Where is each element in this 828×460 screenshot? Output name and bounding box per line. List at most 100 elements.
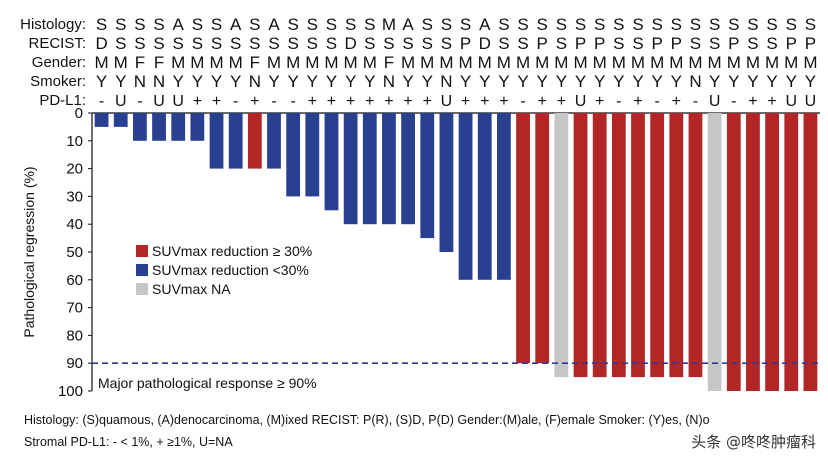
gender-cell: M: [190, 53, 204, 72]
pdl1-cell: +: [461, 93, 470, 110]
pdl1-cell: U: [805, 93, 817, 110]
bar-low: [267, 113, 281, 169]
histology-cell: S: [575, 15, 586, 34]
histology-cell: A: [268, 15, 280, 34]
recist-cell: S: [556, 34, 567, 53]
recist-cell: S: [364, 34, 375, 53]
legend-label-na: SUVmax NA: [152, 281, 231, 297]
smoker-cell: Y: [498, 72, 509, 91]
recist-cell: S: [134, 34, 145, 53]
y-tick-label: 80: [66, 327, 83, 344]
recist-cell: P: [786, 34, 797, 53]
recist-cell: S: [115, 34, 126, 53]
smoker-cell: Y: [517, 72, 528, 91]
legend-label-low: SUVmax reduction <30%: [152, 262, 309, 278]
recist-cell: P: [594, 34, 605, 53]
recist-cell: S: [613, 34, 624, 53]
gender-cell: M: [439, 53, 453, 72]
row-label-smoker: Smoker:: [30, 73, 86, 90]
recist-cell: S: [709, 34, 720, 53]
histology-cell: S: [517, 15, 528, 34]
y-tick-label: 10: [66, 133, 83, 150]
histology-cell: S: [747, 15, 758, 34]
pdl1-cell: -: [520, 93, 525, 110]
smoker-cell: Y: [613, 72, 624, 91]
recist-cell: D: [95, 34, 107, 53]
histology-cell: A: [230, 15, 242, 34]
histology-cell: S: [211, 15, 222, 34]
bar-high: [516, 113, 530, 364]
row-label-histology: Histology:: [20, 16, 86, 33]
recist-cell: P: [460, 34, 471, 53]
y-tick-label: 20: [66, 161, 83, 178]
gender-cell: M: [267, 53, 281, 72]
pdl1-cell: +: [672, 93, 681, 110]
bar-high: [631, 113, 645, 378]
recist-cell: P: [537, 34, 548, 53]
smoker-cell: N: [383, 72, 395, 91]
bar-high: [535, 113, 550, 364]
bars: [94, 113, 818, 391]
pdl1-cell: -: [616, 93, 621, 110]
gender-cell: M: [497, 53, 511, 72]
gender-cell: M: [516, 53, 530, 72]
gender-cell: F: [135, 53, 145, 72]
gender-cell: M: [708, 53, 722, 72]
bar-low: [132, 113, 147, 141]
bar-low: [152, 113, 166, 141]
bar-high: [688, 113, 703, 378]
recist-cell: S: [307, 34, 318, 53]
histology-cell: S: [632, 15, 643, 34]
histology-cell: S: [805, 15, 816, 34]
bar-low: [113, 113, 128, 127]
smoker-cell: Y: [115, 72, 126, 91]
pdl1-cell: -: [137, 93, 142, 110]
bar-high: [611, 113, 626, 378]
histology-cell: S: [613, 15, 624, 34]
pdl1-cell: +: [193, 93, 202, 110]
pdl1-cell: +: [384, 93, 393, 110]
gender-cell: M: [229, 53, 243, 72]
pdl1-cell: +: [346, 93, 355, 110]
pdl1-cell: +: [767, 93, 776, 110]
bar-high: [669, 113, 684, 378]
footnote-pdl1: Stromal PD-L1: - < 1%, + ≥1%, U=NA: [24, 435, 233, 449]
smoker-cell: Y: [728, 72, 739, 91]
histology-cell: S: [651, 15, 662, 34]
gender-cell: M: [554, 53, 568, 72]
y-tick-label: 60: [66, 272, 83, 289]
bar-low: [286, 113, 301, 197]
histology-cell: A: [173, 15, 185, 34]
bar-low: [458, 113, 473, 280]
smoker-cell: Y: [556, 72, 567, 91]
smoker-cell: Y: [460, 72, 471, 91]
histology-cell: A: [402, 15, 414, 34]
threshold-label: Major pathological response ≥ 90%: [98, 375, 317, 391]
legend-swatch-low: [136, 264, 148, 276]
pdl1-cell: U: [575, 93, 587, 110]
histology-cell: S: [498, 15, 509, 34]
recist-cell: S: [498, 34, 509, 53]
bar-low: [439, 113, 454, 252]
smoker-cell: Y: [479, 72, 490, 91]
histology-cell: S: [345, 15, 356, 34]
legend-swatch-na: [136, 283, 148, 295]
pdl1-cell: U: [115, 93, 127, 110]
pdl1-cell: U: [709, 93, 721, 110]
smoker-cell: Y: [786, 72, 797, 91]
smoker-cell: N: [134, 72, 146, 91]
gender-cell: M: [746, 53, 760, 72]
bar-high: [765, 113, 780, 391]
smoker-cell: Y: [766, 72, 777, 91]
pdl1-cell: -: [271, 93, 276, 110]
gender-cell: M: [305, 53, 319, 72]
bar-low: [305, 113, 320, 197]
smoker-cell: Y: [632, 72, 643, 91]
pdl1-cell: -: [654, 93, 659, 110]
recist-cell: S: [383, 34, 394, 53]
bar-low: [190, 113, 205, 141]
pdl1-cell: +: [327, 93, 336, 110]
pdl1-cell: -: [731, 93, 736, 110]
gender-cell: M: [458, 53, 472, 72]
